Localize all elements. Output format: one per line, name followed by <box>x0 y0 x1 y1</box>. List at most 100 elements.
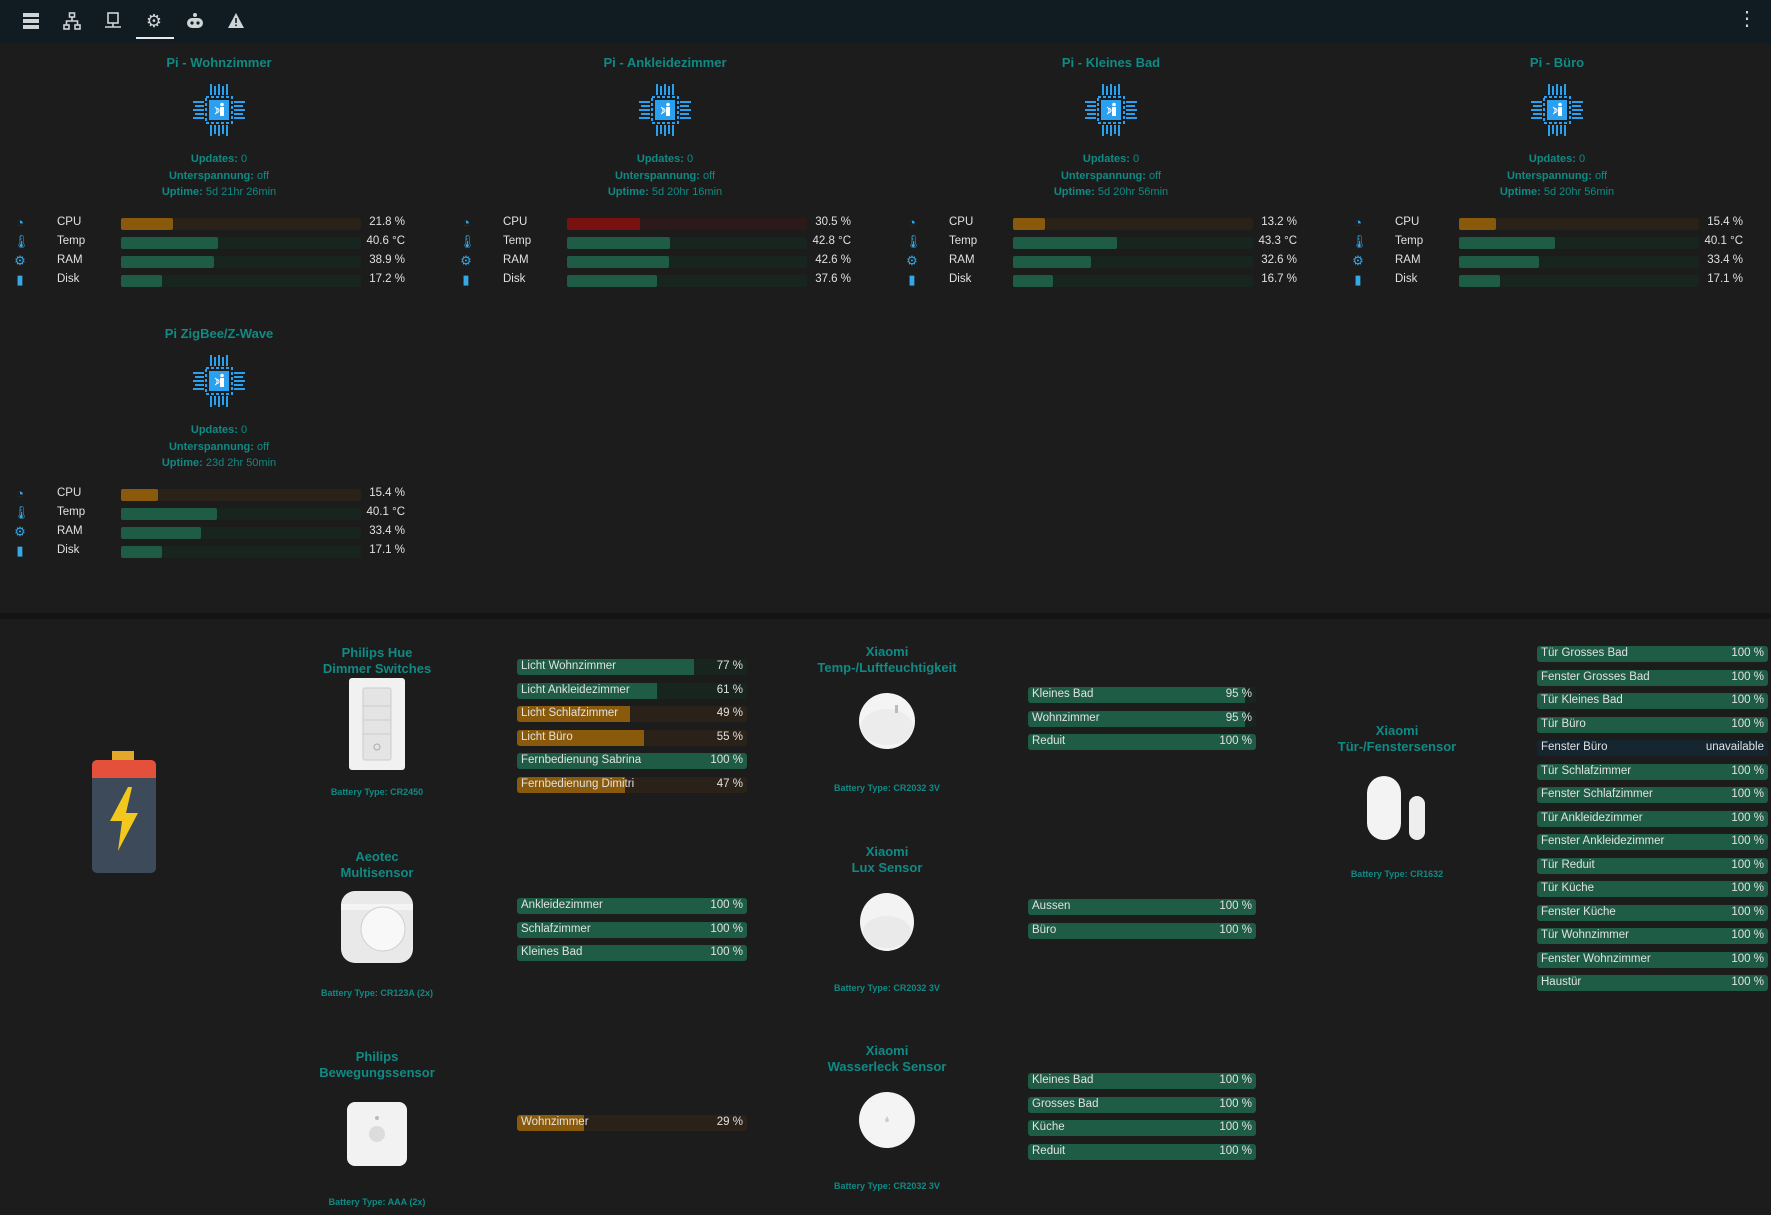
warning-icon[interactable] <box>221 6 251 36</box>
stat-value: 16.7 % <box>1261 273 1297 285</box>
battery-bar-label: Tür Büro <box>1541 718 1586 730</box>
stat-label: CPU <box>1395 216 1420 228</box>
battery-bar-value: 100 % <box>1219 1121 1252 1133</box>
more-vert-icon[interactable]: ⋮ <box>1737 8 1757 30</box>
battery-bar-value: 100 % <box>1731 647 1764 659</box>
network-icon[interactable] <box>57 6 87 36</box>
battery-bar-label: Aussen <box>1032 900 1071 912</box>
battery-bar: Tür Wohnzimmer 100 % <box>1537 928 1768 944</box>
info-value: off <box>1594 169 1608 182</box>
top-navigation-bar: ⚙ ⋮ <box>0 0 1771 43</box>
battery-bar: Tür Reduit 100 % <box>1537 858 1768 874</box>
stat-bar-track <box>121 489 361 501</box>
battery-bar: Kleines Bad 100 % <box>517 945 747 961</box>
xiaomi-temp-device-image <box>857 691 917 756</box>
stat-label: RAM <box>503 254 529 266</box>
title-line: Multisensor <box>340 865 414 880</box>
stat-bar-fill <box>121 527 202 539</box>
pi-info-uptime: Uptime: 23d 2hr 50min <box>69 455 369 472</box>
ip-network-icon[interactable] <box>98 6 128 36</box>
pi-info-undervoltage: Unterspannung: off <box>515 168 815 185</box>
info-label: Uptime: <box>161 186 206 198</box>
battery-charging-icon <box>92 751 156 873</box>
info-label: Updates: <box>636 153 687 165</box>
battery-bar-label: Fenster Ankleidezimmer <box>1541 835 1665 847</box>
info-label: Unterspannung: <box>168 169 257 182</box>
hue-dimmer-device-image <box>349 678 405 775</box>
title-line: Philips <box>355 1049 399 1064</box>
battery-bar-fill <box>1537 975 1768 991</box>
stat-bar-fill <box>121 508 218 520</box>
thermometer-icon: 🌡 <box>1351 234 1368 249</box>
info-value: 0 <box>1133 153 1140 165</box>
info-value: 5d 20hr 16min <box>651 186 723 198</box>
battery-bar-fill <box>517 683 658 699</box>
hue-dimmer-battery-type: Battery Type: CR2450 <box>330 787 424 797</box>
memory-chip-icon: ⚙ <box>460 253 472 268</box>
xiaomi-lux-battery-type: Battery Type: CR2032 3V <box>834 983 940 993</box>
aeotec-title: Aeotec Multisensor <box>257 849 497 881</box>
battery-bar-fill <box>517 1115 584 1131</box>
hue-dimmer-title: Philips Hue Dimmer Switches <box>257 645 497 677</box>
battery-bar: Kleines Bad 100 % <box>1028 1073 1256 1089</box>
battery-bar-fill <box>1028 1073 1256 1089</box>
battery-bar-value: 100 % <box>1219 735 1252 747</box>
battery-bar-fill <box>1028 711 1245 727</box>
battery-bar-fill <box>1537 764 1768 780</box>
stat-bar-track <box>1013 256 1253 268</box>
battery-bar: Reduit 100 % <box>1028 1144 1256 1160</box>
title-line: Wasserleck Sensor <box>827 1059 947 1074</box>
battery-bar-fill <box>1028 1097 1256 1113</box>
gear-icon[interactable]: ⚙ <box>145 10 163 31</box>
server-icon[interactable] <box>16 6 46 36</box>
sd-card-icon: ▮ <box>16 543 24 558</box>
battery-bar-value: 61 % <box>716 684 743 696</box>
battery-bar: Fenster Küche 100 % <box>1537 905 1768 921</box>
stat-bar-fill <box>1013 275 1054 287</box>
stat-value: 40.1 °C <box>366 506 405 518</box>
stat-value: 17.2 % <box>369 273 405 285</box>
info-value: 23d 2hr 50min <box>205 457 277 469</box>
stat-row-temp: 🌡 Temp 43.3 °C <box>905 234 1297 252</box>
battery-bar-value: 95 % <box>1225 688 1252 700</box>
battery-bar-value: 100 % <box>1219 1098 1252 1110</box>
stat-label: RAM <box>57 525 83 537</box>
battery-bar-value: 100 % <box>1731 694 1764 706</box>
stat-bar-track <box>121 218 361 230</box>
title-line: Dimmer Switches <box>322 661 432 676</box>
info-label: Unterspannung: <box>1506 169 1595 182</box>
battery-bar-value: 100 % <box>710 899 743 911</box>
stat-label: RAM <box>949 254 975 266</box>
battery-bar-label: Fenster Wohnzimmer <box>1541 953 1651 965</box>
pi-title: Pi - Büro <box>1529 55 1585 70</box>
stat-label: Disk <box>57 273 80 285</box>
battery-bar: Licht Büro 55 % <box>517 730 747 746</box>
pi-info-updates: Updates: 0 <box>515 151 815 168</box>
aeotec-battery-type: Battery Type: CR123A (2x) <box>320 988 434 998</box>
stat-bar-track <box>1459 218 1699 230</box>
battery-bar-value: 100 % <box>1731 718 1764 730</box>
stat-row-cpu: ◔ CPU 30.5 % <box>459 215 851 233</box>
stat-bar-track <box>121 546 361 558</box>
stat-value: 15.4 % <box>369 487 405 499</box>
aeotec-device-image <box>337 887 417 972</box>
pi-info-undervoltage: Unterspannung: off <box>69 168 369 185</box>
xiaomi-lux-title: Xiaomi Lux Sensor <box>767 844 1007 876</box>
battery-bar-label: Schlafzimmer <box>521 923 591 935</box>
pi-title: Pi - Ankleidezimmer <box>603 55 727 70</box>
pi-info-updates: Updates: 0 <box>1407 151 1707 168</box>
battery-bar-label: Wohnzimmer <box>1032 712 1100 724</box>
battery-bar-fill <box>1537 905 1768 921</box>
battery-bar-value: 100 % <box>710 754 743 766</box>
title-line: Xiaomi <box>1375 723 1419 738</box>
stat-label: Temp <box>57 235 86 247</box>
stat-bar-fill <box>1013 218 1045 230</box>
stat-bar-fill <box>121 218 174 230</box>
stat-value: 30.5 % <box>815 216 851 228</box>
stat-label: Temp <box>503 235 532 247</box>
robot-icon[interactable] <box>180 6 210 36</box>
stat-row-cpu: ◔ CPU 13.2 % <box>905 215 1297 233</box>
thermometer-icon: 🌡 <box>13 505 30 520</box>
battery-bar-fill <box>1028 899 1256 915</box>
pi-info-updates: Updates: 0 <box>69 422 369 439</box>
